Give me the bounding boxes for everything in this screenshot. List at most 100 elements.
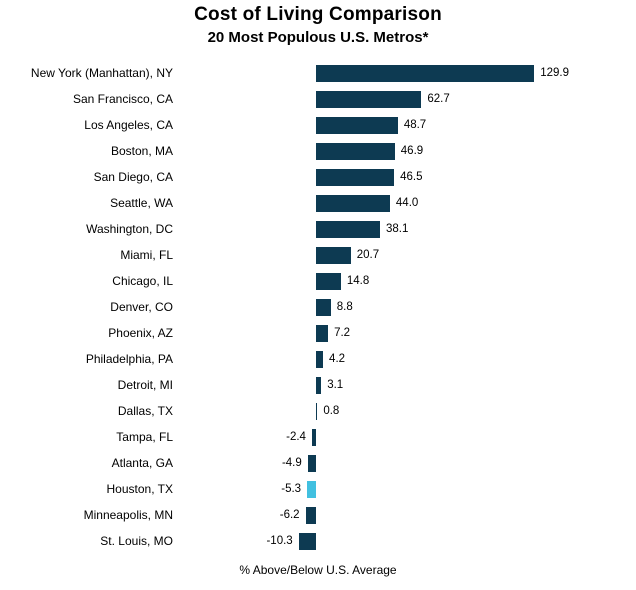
bar [316, 298, 331, 316]
value-label: 8.8 [336, 301, 353, 313]
category-label: Philadelphia, PA [85, 352, 173, 366]
category-label: Boston, MA [110, 144, 173, 158]
bar-row: San Diego, CA 46.5 [0, 164, 636, 190]
bar-track: -2.4 [185, 424, 636, 450]
bar-row: Miami, FL 20.7 [0, 242, 636, 268]
bar-track: -4.9 [185, 450, 636, 476]
category-label: Denver, CO [110, 300, 173, 314]
bar-track: 48.7 [185, 112, 636, 138]
bar-row: Tampa, FL -2.4 [0, 424, 636, 450]
bar [298, 532, 316, 550]
bar-row: Atlanta, GA -4.9 [0, 450, 636, 476]
bar-track: 129.9 [185, 60, 636, 86]
bar-row: Chicago, IL 14.8 [0, 268, 636, 294]
bar-track: 46.5 [185, 164, 636, 190]
bar-track: 46.9 [185, 138, 636, 164]
chart-subtitle: 20 Most Populous U.S. Metros* [207, 29, 429, 46]
bar [316, 376, 322, 394]
bar-track: 20.7 [185, 242, 636, 268]
bar [316, 168, 395, 186]
bar [316, 246, 351, 264]
bar-track: 14.8 [185, 268, 636, 294]
bar-row: Detroit, MI 3.1 [0, 372, 636, 398]
bar-row: Washington, DC 38.1 [0, 216, 636, 242]
chart-title: Cost of Living Comparison [194, 4, 442, 25]
bar [316, 194, 390, 212]
bar-track: 7.2 [185, 320, 636, 346]
category-label: Seattle, WA [110, 196, 173, 210]
bar-track: 4.2 [185, 346, 636, 372]
bar-row: San Francisco, CA 62.7 [0, 86, 636, 112]
category-label: New York (Manhattan), NY [30, 66, 173, 80]
bar-row: Los Angeles, CA 48.7 [0, 112, 636, 138]
bar [316, 116, 398, 134]
value-label: 44.0 [395, 197, 419, 209]
category-label: Miami, FL [120, 248, 173, 262]
value-label: 46.5 [400, 171, 423, 183]
plot-area: New York (Manhattan), NY 129.9 San Francis… [0, 60, 636, 554]
bar [307, 454, 316, 472]
value-label: 7.2 [334, 327, 351, 339]
bar-track: 3.1 [185, 372, 636, 398]
category-label: Houston, TX [106, 482, 173, 496]
bar-track: -5.3 [185, 476, 636, 502]
category-label: Dallas, TX [117, 404, 173, 418]
value-label: 3.1 [327, 379, 344, 391]
value-label: 38.1 [386, 223, 409, 235]
bar-track: 44.0 [185, 190, 636, 216]
bar-row: Phoenix, AZ 7.2 [0, 320, 636, 346]
bar [316, 142, 395, 160]
x-axis-label: % Above/Below U.S. Average [239, 563, 397, 577]
bar [311, 428, 316, 446]
value-label: 129.9 [540, 67, 569, 79]
bar-row: Houston, TX -5.3 [0, 476, 636, 502]
bar-row: New York (Manhattan), NY 129.9 [0, 60, 636, 86]
bar-highlighted [307, 480, 316, 498]
bar-row: St. Louis, MO -10.3 [0, 528, 636, 554]
value-label: 20.7 [356, 249, 380, 261]
category-label: Chicago, IL [112, 274, 173, 288]
category-label: Detroit, MI [117, 378, 173, 392]
value-label: -4.9 [281, 457, 302, 469]
bar-track: -6.2 [185, 502, 636, 528]
bar [316, 402, 318, 420]
bar [305, 506, 316, 524]
bar-row: Seattle, WA 44.0 [0, 190, 636, 216]
category-label: San Francisco, CA [72, 92, 173, 106]
bar-row: Dallas, TX 0.8 [0, 398, 636, 424]
value-label: -5.3 [281, 483, 302, 495]
bar [316, 272, 341, 290]
bar [316, 220, 380, 238]
bar-track: 62.7 [185, 86, 636, 112]
bar-row: Philadelphia, PA 4.2 [0, 346, 636, 372]
category-label: Washington, DC [86, 222, 173, 236]
bar-track: 38.1 [185, 216, 636, 242]
bar [316, 350, 324, 368]
value-label: 48.7 [403, 119, 427, 131]
value-label: 46.9 [400, 145, 424, 157]
value-label: -6.2 [279, 509, 300, 521]
category-label: Tampa, FL [116, 430, 173, 444]
bar [316, 64, 535, 82]
bar-track: 8.8 [185, 294, 636, 320]
category-label: San Diego, CA [93, 170, 173, 184]
category-label: Atlanta, GA [111, 456, 173, 470]
bar-row: Denver, CO 8.8 [0, 294, 636, 320]
category-label: Phoenix, AZ [108, 326, 173, 340]
bar-track: -10.3 [185, 528, 636, 554]
bar [316, 324, 329, 342]
category-label: Los Angeles, CA [84, 118, 173, 132]
value-label: -2.4 [286, 431, 306, 443]
value-label: 4.2 [329, 353, 346, 365]
value-label: 14.8 [346, 275, 370, 287]
bar-row: Boston, MA 46.9 [0, 138, 636, 164]
bar-row: Minneapolis, MN -6.2 [0, 502, 636, 528]
value-label: 0.8 [323, 405, 340, 417]
value-label: -10.3 [266, 535, 293, 547]
bar-track: 0.8 [185, 398, 636, 424]
category-label: St. Louis, MO [100, 534, 173, 548]
category-label: Minneapolis, MN [83, 508, 173, 522]
value-label: 62.7 [427, 93, 450, 105]
bar [316, 90, 422, 108]
